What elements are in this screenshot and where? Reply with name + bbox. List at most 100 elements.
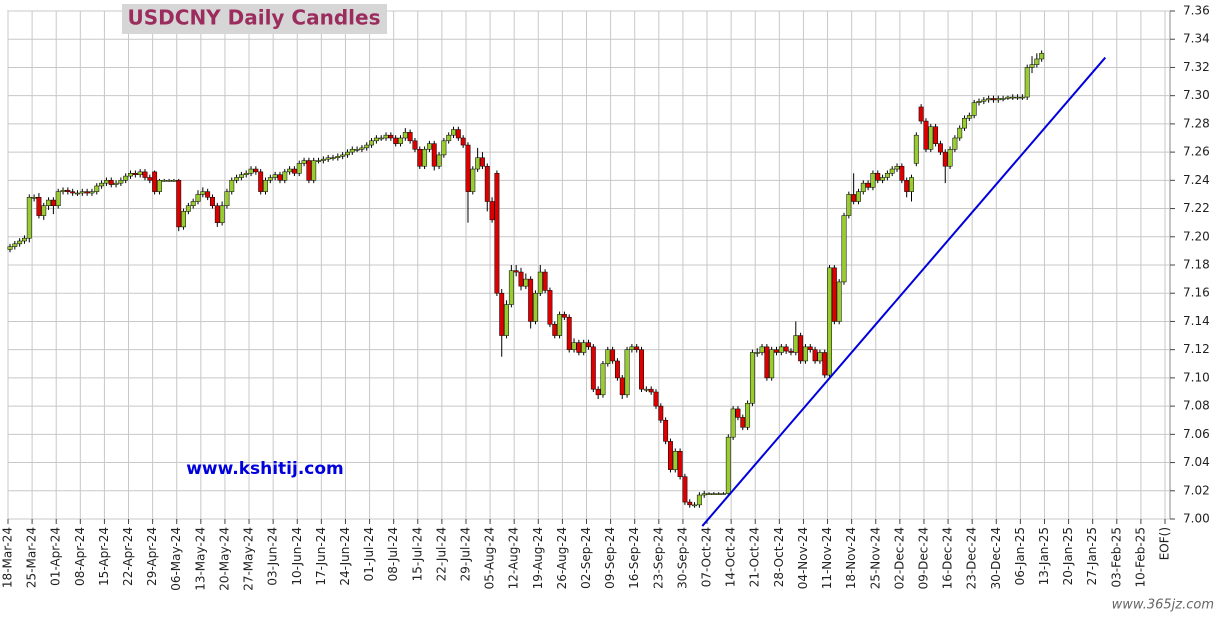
candle-body [166,180,172,182]
candle-body [870,173,876,188]
candle-body [152,171,158,192]
candle-body [229,180,235,192]
candle-body [759,346,765,353]
candle-body [398,137,403,144]
candle-body [214,205,220,223]
candle-body [610,349,616,362]
candle-body [653,391,659,407]
candle-body [1010,96,1016,99]
x-tick-label: 10-Jun-24 [290,527,304,586]
x-tick-label: 29-Jul-24 [458,527,472,581]
candle-body [557,314,563,336]
candle-body [234,177,240,181]
candle-body [668,441,673,470]
candle-body [359,147,365,150]
candle-body [991,98,996,101]
candle-body [962,117,967,129]
x-tick-label: 25-Nov-24 [868,527,882,589]
candle-body [205,191,211,198]
candle-body [966,115,972,119]
x-tick-label: 01-Apr-24 [49,527,63,586]
candle-body [345,151,350,156]
candle-body [528,278,534,322]
candle-body [913,134,919,164]
candle-body [475,157,481,170]
candle-body [778,346,784,353]
candle-body [634,346,640,350]
candle-body [687,501,693,506]
candle-body [103,180,109,184]
candle-body [89,191,95,194]
x-tick-label: EOF() [1158,527,1172,560]
candle-body [658,405,664,421]
candle-body [692,504,698,507]
candle-body [494,173,500,294]
candle-body [75,192,80,195]
candle-body [31,197,37,199]
candle-body [542,271,548,291]
candle-body [513,270,519,273]
y-tick-label: 7.14 [1183,314,1210,328]
candle-body [118,180,124,184]
x-tick-label: 15-Apr-24 [97,527,111,586]
y-tick-label: 7.02 [1183,483,1210,497]
candle-body [586,342,591,348]
y-tick-label: 7.06 [1183,427,1210,441]
candle-body [301,160,307,164]
x-tick-label: 19-Aug-24 [531,527,545,589]
candle-body [248,168,254,174]
x-tick-label: 13-May-24 [193,527,207,591]
candle-body [349,149,355,153]
candle-body [745,403,751,428]
candle-body [581,342,587,353]
candle-body [460,137,466,146]
trendline [701,56,1107,527]
candle-body [1019,96,1025,99]
title-box [122,4,387,34]
candle-body [793,335,799,353]
candle-body [335,156,341,159]
y-tick-label: 7.18 [1183,258,1210,272]
candle-body [754,352,760,354]
candle-body [291,168,297,174]
x-tick-label: 08-Jul-24 [386,527,400,581]
candle-body [971,102,977,116]
x-tick-label: 26-Aug-24 [555,527,569,589]
x-tick-label: 02-Sep-24 [579,527,593,589]
candle-body [860,182,866,192]
candle-body [817,352,823,362]
candle-body [677,451,683,477]
candle-body [55,191,61,206]
x-tick-label: 12-Aug-24 [507,527,521,589]
candle-body [113,182,119,185]
x-tick-label: 11-Nov-24 [820,527,834,589]
x-tick-label: 17-Jun-24 [314,527,328,586]
candle-body [894,165,900,170]
candle-body [224,191,230,206]
candle-body [1005,96,1011,99]
candle-body [272,174,278,178]
candle-body [263,180,268,192]
candle-body [619,377,625,396]
x-tick-label: 02-Dec-24 [892,527,906,589]
candle-body [957,127,963,139]
candle-body [426,143,432,150]
candle-body [253,168,259,173]
candle-body [851,194,857,202]
candle-body [26,197,32,239]
candle-body [84,191,90,194]
candle-body [1000,98,1006,100]
x-tick-label: 15-Jul-24 [410,527,424,581]
y-tick-label: 7.00 [1183,512,1210,526]
candle-body [340,154,346,157]
candle-body [547,290,553,325]
candle-body [306,160,312,181]
candle-body [749,352,755,404]
candle-body [181,211,187,228]
x-tick-label: 28-Oct-24 [772,527,786,587]
candle-body [735,408,741,418]
candle-body [277,174,283,181]
candle-body [942,151,948,167]
x-tick-label: 04-Nov-24 [796,527,810,589]
candle-body [696,494,702,506]
